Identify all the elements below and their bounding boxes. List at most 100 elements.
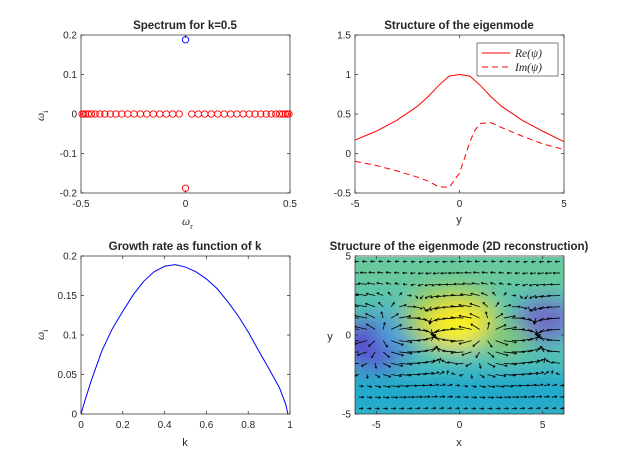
legend-box xyxy=(476,42,559,77)
quiver-arrowhead xyxy=(435,345,438,349)
quiver-arrowhead xyxy=(366,376,369,379)
quiver-arrowhead xyxy=(524,306,528,310)
quiver-arrowhead xyxy=(360,407,364,410)
quiver-arrowhead xyxy=(420,395,423,399)
x-tick-label: 0.2 xyxy=(116,420,130,431)
quiver-arrowhead xyxy=(377,271,380,274)
quiver-arrowhead xyxy=(401,407,405,410)
quiver-arrow xyxy=(447,396,453,398)
quiver-arrowhead xyxy=(482,375,485,378)
quiver-arrowhead xyxy=(532,395,535,399)
heatmap-blob-right-green xyxy=(482,322,530,358)
reconstruction-ylabel: y xyxy=(327,331,333,343)
quiver-arrow xyxy=(522,283,528,286)
quiver-arrow xyxy=(460,293,472,296)
quiver-arrowhead xyxy=(410,406,413,410)
quiver-arrow xyxy=(378,301,384,308)
quiver-arrow xyxy=(366,385,372,388)
quiver-arrow xyxy=(399,351,413,354)
quiver-arrowhead xyxy=(458,342,462,345)
quiver-arrow xyxy=(439,357,441,364)
quiver-arrowhead xyxy=(491,396,494,399)
quiver-arrowhead xyxy=(412,395,415,399)
eigenvalue-marker xyxy=(130,110,138,118)
quiver-arrowhead xyxy=(374,366,378,369)
quiver-arrowhead xyxy=(411,260,414,264)
quiver-arrowhead xyxy=(458,303,461,307)
quiver-arrow xyxy=(417,283,424,286)
quiver-arrow xyxy=(469,313,480,319)
quiver-arrowhead xyxy=(400,364,404,367)
quiver-arrowhead xyxy=(551,361,555,364)
quiver-arrow xyxy=(391,362,404,367)
quiver-arrow xyxy=(368,271,376,274)
quiver-arrowhead xyxy=(399,374,402,378)
x-tick-label: -0.5 xyxy=(72,199,90,210)
x-tick-label: 5 xyxy=(561,199,567,210)
spectrum-panel: Spectrum for k=0.5 -0.5 0 0.5 -0.2 -0.1 0 0.1 0… xyxy=(35,20,297,231)
growth-ticks: 0 0.2 0.4 0.6 0.8 1 0 0.05 0.1 0.15 0.2 xyxy=(58,252,294,432)
quiver-arrow xyxy=(399,385,409,387)
quiver-arrow xyxy=(447,384,453,387)
quiver-arrowhead xyxy=(554,383,557,387)
quiver-arrowhead xyxy=(474,260,478,263)
quiver-arrowhead xyxy=(432,271,436,275)
quiver-arrow xyxy=(450,316,464,319)
quiver-arrowhead xyxy=(376,281,379,285)
quiver-arrow xyxy=(399,340,413,343)
quiver-arrowhead xyxy=(547,383,551,387)
quiver-arrowhead xyxy=(366,323,369,327)
quiver-arrowhead xyxy=(378,301,381,305)
quiver-arrowhead xyxy=(513,294,517,297)
quiver-arrowhead xyxy=(540,383,544,387)
quiver-arrow xyxy=(479,374,485,378)
quiver-arrow xyxy=(543,357,546,364)
quiver-arrowhead xyxy=(424,283,428,287)
quiver-arrowhead xyxy=(409,326,413,330)
quiver-arrowhead xyxy=(554,395,558,399)
quiver-arrowhead xyxy=(369,396,373,399)
eigenvalue-marker xyxy=(275,110,284,118)
quiver-arrowhead xyxy=(491,260,494,263)
quiver-arrowhead xyxy=(506,271,510,275)
eigenvalue-marker xyxy=(194,110,202,118)
quiver-arrow xyxy=(375,396,381,399)
quiver-arrow xyxy=(450,351,464,354)
quiver-arrowhead xyxy=(465,407,468,410)
quiver-arrow xyxy=(418,272,424,274)
eigenvalue-marker xyxy=(201,110,209,118)
reconstruction-heatmap xyxy=(351,257,564,414)
quiver-arrow xyxy=(450,340,464,342)
quiver-arrowhead xyxy=(523,260,526,264)
quiver-arrowhead xyxy=(383,322,386,325)
quiver-arrow xyxy=(471,385,477,388)
eigenvalue-marker xyxy=(81,110,90,118)
quiver-arrowhead xyxy=(436,371,440,374)
quiver-arrow xyxy=(479,385,486,388)
quiver-arrowhead xyxy=(496,301,500,305)
quiver-arrow xyxy=(470,323,480,330)
quiver-arrowhead xyxy=(376,292,380,295)
quiver-arrow xyxy=(472,340,480,347)
quiver-arrowhead xyxy=(458,395,461,399)
quiver-arrowhead xyxy=(450,351,453,355)
eigenvalue-marker xyxy=(220,110,228,118)
y-tick-label: 0.1 xyxy=(63,70,77,81)
quiver-arrow xyxy=(519,373,532,375)
quiver-arrowhead xyxy=(442,349,445,353)
y-tick-label: 0 xyxy=(71,110,77,121)
quiver-arrow xyxy=(439,396,445,398)
quiver-arrow xyxy=(415,350,429,353)
quiver-arrowhead xyxy=(524,395,527,399)
quiver-arrowhead xyxy=(514,406,517,410)
growth-ylabel: ωi xyxy=(35,329,50,340)
legend-label-im: Im(ψ) xyxy=(514,62,542,74)
quiver-arrow xyxy=(481,282,488,285)
quiver-arrow xyxy=(527,384,537,387)
quiver-arrow xyxy=(519,384,530,387)
quiver-arrowhead xyxy=(465,364,469,367)
quiver-arrowhead xyxy=(466,260,469,263)
quiver-arrow xyxy=(461,351,472,356)
quiver-arrowhead xyxy=(351,363,353,365)
quiver-arrowhead xyxy=(481,271,484,274)
